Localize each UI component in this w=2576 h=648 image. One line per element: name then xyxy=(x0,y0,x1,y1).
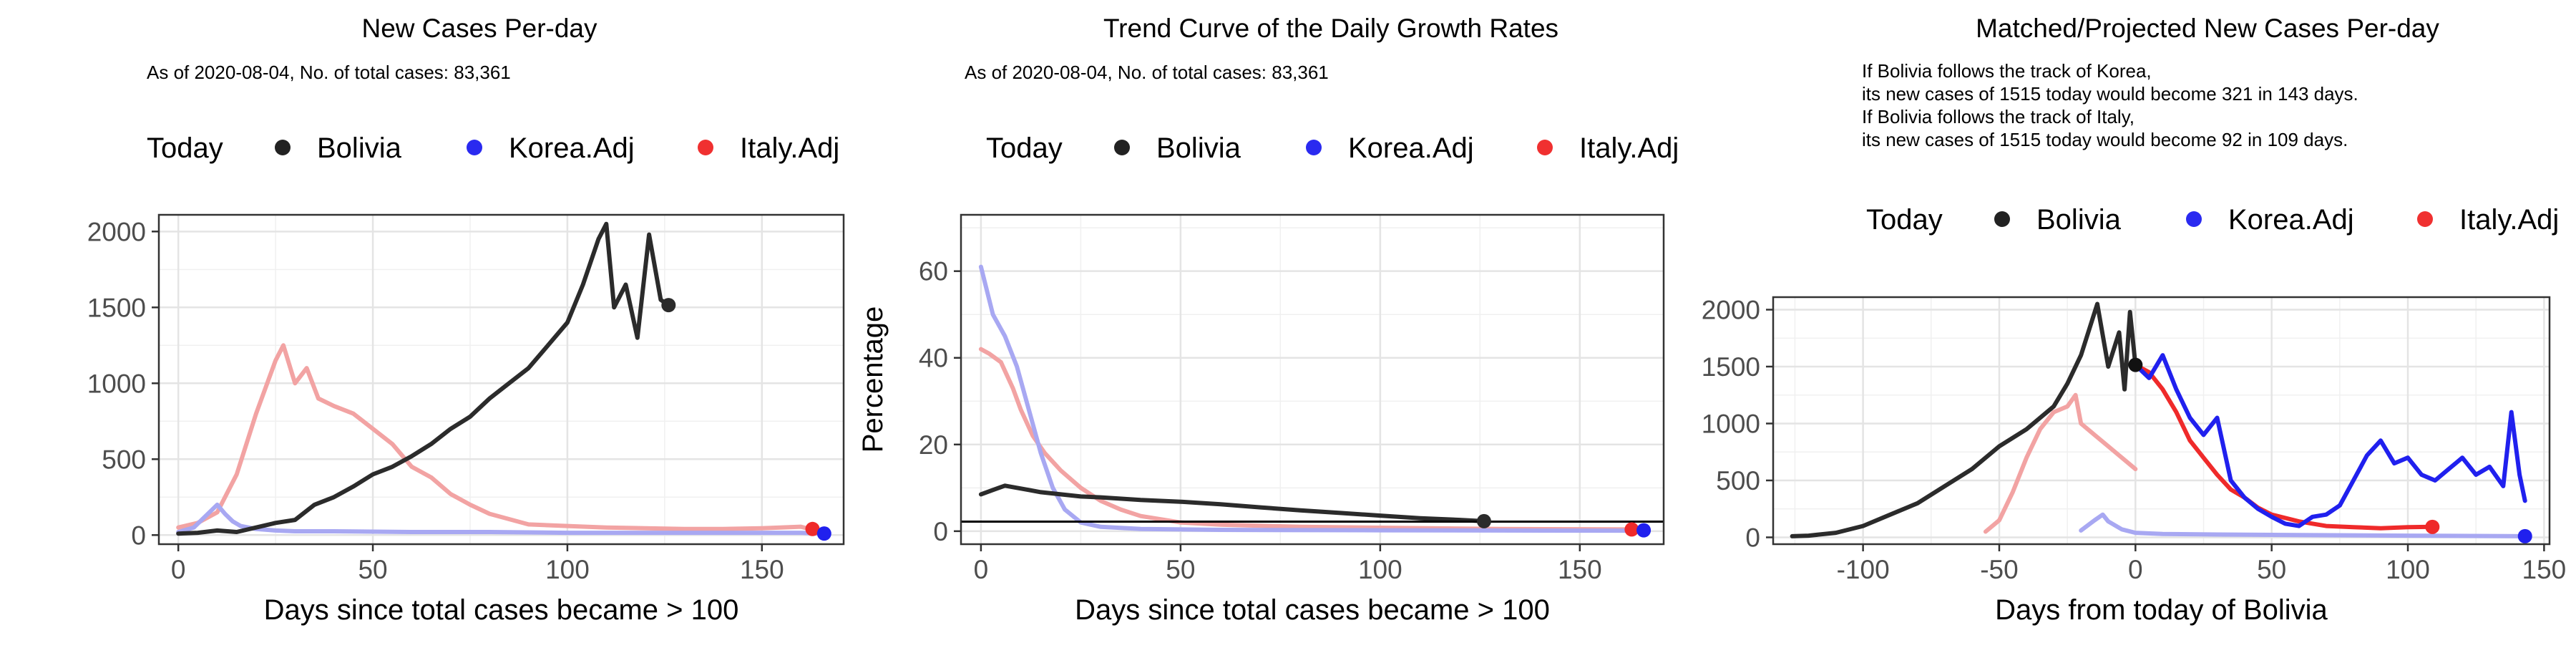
x-axis-label: Days since total cases became > 100 xyxy=(1075,594,1550,626)
series-line-korea-adj xyxy=(2133,353,2527,528)
y-tick-label: 500 xyxy=(1716,466,1760,495)
x-tick-label: 150 xyxy=(2522,555,2567,584)
legend-key-bolivia xyxy=(1114,140,1130,155)
chart-subtitle: As of 2020-08-04, No. of total cases: 83… xyxy=(147,62,511,83)
chart-legend: Today Bolivia Korea.Adj Italy.Adj xyxy=(1866,204,2559,236)
panel-border xyxy=(960,213,1665,546)
y-tick-label: 0 xyxy=(933,517,948,546)
plot-panel xyxy=(961,215,1664,544)
series-line-bolivia xyxy=(978,483,1486,523)
x-tick-label: -50 xyxy=(1980,555,2018,584)
x-axis-label: Days from today of Bolivia xyxy=(1995,594,2328,626)
y-tick-label: 0 xyxy=(1745,523,1760,552)
series-line-bolivia xyxy=(176,221,671,536)
x-tick-label: 50 xyxy=(2257,555,2286,584)
legend-label-bolivia: Bolivia xyxy=(317,132,402,164)
legend-label-korea-adj: Korea.Adj xyxy=(509,132,635,164)
legend-title: Today xyxy=(147,132,223,164)
panel-border xyxy=(157,213,845,546)
today-point-korea-adj xyxy=(2517,528,2532,543)
legend-key-korea-adj xyxy=(2186,211,2202,227)
today-point-italy-adj xyxy=(1624,522,1639,537)
y-tick-label: 2000 xyxy=(87,217,146,246)
today-point-bolivia xyxy=(1476,513,1491,528)
x-tick-label: 100 xyxy=(1358,555,1402,584)
chart-2: Trend Curve of the Daily Growth Rates As … xyxy=(857,14,1679,626)
legend-label-korea-adj: Korea.Adj xyxy=(1348,132,1474,164)
y-tick-label: 1000 xyxy=(87,369,146,398)
today-point-korea-adj xyxy=(816,526,831,541)
legend-key-bolivia xyxy=(1994,211,2010,227)
x-tick-label: 50 xyxy=(358,555,387,584)
x-tick-label: 100 xyxy=(2386,555,2430,584)
y-tick-label: 2000 xyxy=(1702,295,1760,324)
series-line-bolivia xyxy=(1790,301,2138,538)
y-tick-label: 40 xyxy=(919,344,948,373)
x-tick-label: 150 xyxy=(1558,555,1602,584)
chart-subtitle: If Bolivia follows the track of Italy, xyxy=(1862,106,2135,127)
series-line-italy-adj xyxy=(1983,392,2138,534)
x-tick-label: 0 xyxy=(171,555,186,584)
legend-label-italy-adj: Italy.Adj xyxy=(740,132,839,164)
series-line-korea-adj xyxy=(978,264,1646,533)
chart-subtitle: its new cases of 1515 today would become… xyxy=(1862,129,2348,150)
legend-label-korea-adj: Korea.Adj xyxy=(2228,204,2354,236)
panel-border xyxy=(1772,296,2551,546)
x-tick-label: 0 xyxy=(2128,555,2143,584)
y-tick-label: 500 xyxy=(102,445,146,474)
legend-label-italy-adj: Italy.Adj xyxy=(1579,132,1679,164)
legend-key-italy-adj xyxy=(698,140,713,155)
legend-label-italy-adj: Italy.Adj xyxy=(2459,204,2559,236)
legend-title: Today xyxy=(986,132,1063,164)
chart-subtitle: As of 2020-08-04, No. of total cases: 83… xyxy=(965,62,1329,83)
today-point-korea-adj xyxy=(1636,523,1652,538)
plot-panel xyxy=(159,215,844,544)
chart-legend: Today Bolivia Korea.Adj Italy.Adj xyxy=(986,132,1679,164)
series-line-italy-adj xyxy=(978,347,1634,532)
today-point-italy-adj xyxy=(805,521,820,536)
legend-title: Today xyxy=(1866,204,1943,236)
y-axis-label: Percentage xyxy=(857,306,889,453)
y-tick-label: 20 xyxy=(919,430,948,460)
legend-key-korea-adj xyxy=(1306,140,1322,155)
chart-1: New Cases Per-day As of 2020-08-04, No. o… xyxy=(87,14,845,626)
chart-3: Matched/Projected New Cases Per-day If Bo… xyxy=(1702,14,2567,626)
y-tick-label: 60 xyxy=(919,257,948,286)
chart-title: Matched/Projected New Cases Per-day xyxy=(1976,14,2439,43)
plot-panel xyxy=(1773,297,2550,544)
legend-key-italy-adj xyxy=(1537,140,1553,155)
x-tick-label: 0 xyxy=(974,555,989,584)
x-tick-label: -100 xyxy=(1837,555,1890,584)
legend-label-bolivia: Bolivia xyxy=(1156,132,1241,164)
legend-key-italy-adj xyxy=(2417,211,2433,227)
today-point-bolivia xyxy=(2128,357,2143,372)
x-tick-label: 50 xyxy=(1166,555,1195,584)
today-point-italy-adj xyxy=(2425,519,2440,534)
legend-key-bolivia xyxy=(275,140,291,155)
y-tick-label: 1000 xyxy=(1702,409,1760,438)
x-axis-label: Days since total cases became > 100 xyxy=(264,594,739,626)
x-tick-label: 100 xyxy=(545,555,590,584)
chart-subtitle: If Bolivia follows the track of Korea, xyxy=(1862,60,2152,82)
legend-label-bolivia: Bolivia xyxy=(2036,204,2122,236)
legend-key-korea-adj xyxy=(467,140,482,155)
chart-title: Trend Curve of the Daily Growth Rates xyxy=(1103,14,1558,43)
series-line-korea-adj xyxy=(176,502,826,536)
today-point-bolivia xyxy=(661,298,676,313)
series-line-italy-adj xyxy=(176,343,815,532)
series-line-korea-adj xyxy=(2079,512,2527,538)
y-tick-label: 1500 xyxy=(87,293,146,322)
chart-title: New Cases Per-day xyxy=(361,14,597,43)
y-tick-label: 0 xyxy=(131,521,146,550)
chart-legend: Today Bolivia Korea.Adj Italy.Adj xyxy=(147,132,839,164)
chart-subtitle: its new cases of 1515 today would become… xyxy=(1862,83,2358,105)
x-tick-label: 150 xyxy=(740,555,784,584)
y-tick-label: 1500 xyxy=(1702,352,1760,382)
